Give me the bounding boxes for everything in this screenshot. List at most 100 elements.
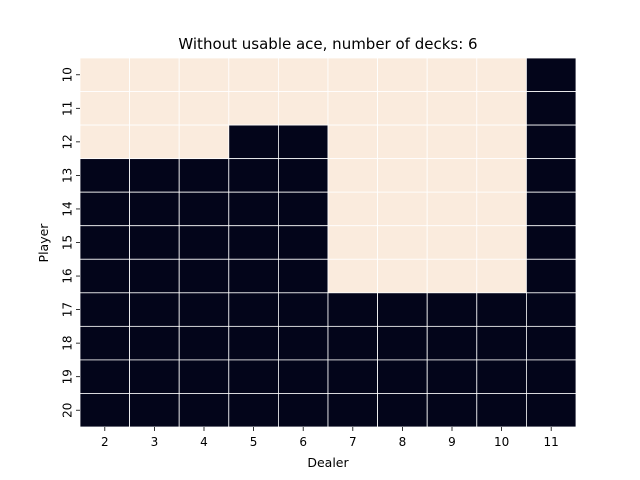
heatmap-cell-player-10-dealer-6 [277,57,329,92]
y-tick-label: 17 [61,302,75,317]
heatmap-cell-player-17-dealer-9 [426,292,478,327]
heatmap-cell-player-10-dealer-8 [377,57,428,92]
x-tick-label: 5 [250,435,258,449]
heatmap-cell-player-12-dealer-9 [426,124,478,160]
heatmap-cell-player-12-dealer-7 [327,124,378,160]
heatmap-cell-player-15-dealer-3 [129,225,180,260]
heatmap-cell-player-16-dealer-2 [79,258,130,294]
y-tick-label: 19 [61,369,75,384]
heatmap-cell-player-20-dealer-8 [377,393,428,428]
heatmap-cell-player-11-dealer-2 [79,91,130,126]
heatmap-cell-player-14-dealer-4 [178,191,230,227]
heatmap-cell-player-10-dealer-3 [129,57,180,92]
y-tick-label: 11 [61,101,75,116]
heatmap-cell-player-20-dealer-6 [277,393,329,428]
heatmap-cell-player-20-dealer-11 [526,393,577,428]
heatmap-cell-player-12-dealer-3 [129,124,180,160]
heatmap-cell-player-14-dealer-8 [377,191,428,227]
heatmap-cell-player-11-dealer-10 [476,91,527,126]
heatmap-cell-player-13-dealer-10 [476,158,527,193]
heatmap-cell-player-17-dealer-6 [277,292,329,327]
heatmap-cell-player-17-dealer-2 [79,292,130,327]
heatmap-cell-player-20-dealer-9 [426,393,478,428]
heatmap-cell-player-17-dealer-8 [377,292,428,327]
heatmap-cell-player-10-dealer-11 [526,57,577,92]
heatmap-cell-player-11-dealer-6 [277,91,329,126]
heatmap-cell-player-14-dealer-2 [79,191,130,227]
heatmap-cell-player-12-dealer-5 [228,124,279,160]
heatmap-cell-player-12-dealer-11 [526,124,577,160]
heatmap-cell-player-20-dealer-5 [228,393,279,428]
heatmap-cell-player-19-dealer-10 [476,359,527,394]
heatmap-cell-player-11-dealer-4 [178,91,230,126]
heatmap-cell-player-15-dealer-8 [377,225,428,260]
heatmap-cell-player-19-dealer-8 [377,359,428,394]
heatmap-cell-player-18-dealer-4 [178,325,230,361]
x-tick-label: 7 [349,435,357,449]
heatmap-cell-player-14-dealer-5 [228,191,279,227]
heatmap-cell-player-10-dealer-9 [426,57,478,92]
heatmap-cell-player-11-dealer-11 [526,91,577,126]
heatmap-cell-player-18-dealer-6 [277,325,329,361]
heatmap-cell-player-16-dealer-7 [327,258,378,294]
heatmap-cell-player-20-dealer-4 [178,393,230,428]
heatmap-cell-player-13-dealer-8 [377,158,428,193]
heatmap-cell-player-11-dealer-5 [228,91,279,126]
heatmap-cell-player-16-dealer-5 [228,258,279,294]
heatmap-cell-player-14-dealer-10 [476,191,527,227]
heatmap-cell-player-16-dealer-8 [377,258,428,294]
heatmap-cell-player-17-dealer-7 [327,292,378,327]
heatmap-cell-player-13-dealer-3 [129,158,180,193]
heatmap-cell-player-13-dealer-5 [228,158,279,193]
heatmap-cell-player-16-dealer-9 [426,258,478,294]
heatmap-cell-player-13-dealer-9 [426,158,478,193]
heatmap-cell-player-14-dealer-11 [526,191,577,227]
x-tick-label: 4 [200,435,208,449]
heatmap-cell-player-15-dealer-10 [476,225,527,260]
heatmap-cell-player-16-dealer-10 [476,258,527,294]
x-tick-label: 2 [101,435,109,449]
heatmap-cell-player-19-dealer-11 [526,359,577,394]
y-tick-label: 20 [61,403,75,418]
heatmap-cell-player-13-dealer-7 [327,158,378,193]
heatmap-cell-player-12-dealer-8 [377,124,428,160]
x-axis-ticks: 2 3 4 5 6 7 8 9 10 11 [101,427,559,449]
y-axis-ticks: 10 11 12 13 14 15 16 17 18 19 20 [61,67,80,418]
heatmap-cell-player-15-dealer-11 [526,225,577,260]
heatmap-cell-player-18-dealer-2 [79,325,130,361]
heatmap-cell-player-19-dealer-9 [426,359,478,394]
heatmap-cell-player-15-dealer-5 [228,225,279,260]
heatmap-cell-player-18-dealer-8 [377,325,428,361]
heatmap-cell-player-18-dealer-7 [327,325,378,361]
heatmap-cell-player-12-dealer-10 [476,124,527,160]
heatmap-cell-player-18-dealer-3 [129,325,180,361]
heatmap-cell-player-19-dealer-3 [129,359,180,394]
heatmap-cell-player-17-dealer-4 [178,292,230,327]
heatmap-cell-player-14-dealer-9 [426,191,478,227]
heatmap-cell-player-10-dealer-10 [476,57,527,92]
heatmap-cell-player-18-dealer-9 [426,325,478,361]
heatmap-cell-player-16-dealer-4 [178,258,230,294]
x-tick-label: 3 [151,435,159,449]
heatmap-cell-player-10-dealer-4 [178,57,230,92]
heatmap-cell-player-11-dealer-9 [426,91,478,126]
heatmap-cell-player-15-dealer-4 [178,225,230,260]
heatmap-cell-player-20-dealer-3 [129,393,180,428]
heatmap-cell-player-11-dealer-3 [129,91,180,126]
heatmap-cell-player-17-dealer-5 [228,292,279,327]
heatmap-cell-player-17-dealer-11 [526,292,577,327]
heatmap-cell-player-16-dealer-3 [129,258,180,294]
heatmap-cell-player-12-dealer-6 [277,124,329,160]
heatmap-cell-player-13-dealer-11 [526,158,577,193]
heatmap-cell-player-18-dealer-10 [476,325,527,361]
x-tick-label: 6 [299,435,307,449]
heatmap-cell-player-10-dealer-5 [228,57,279,92]
heatmap-cell-player-13-dealer-6 [277,158,329,193]
heatmap-cell-player-14-dealer-6 [277,191,329,227]
heatmap-cell-player-19-dealer-5 [228,359,279,394]
chart-title: Without usable ace, number of decks: 6 [178,35,477,53]
y-tick-label: 12 [61,134,75,149]
y-tick-label: 14 [61,201,75,216]
x-tick-label: 9 [448,435,456,449]
